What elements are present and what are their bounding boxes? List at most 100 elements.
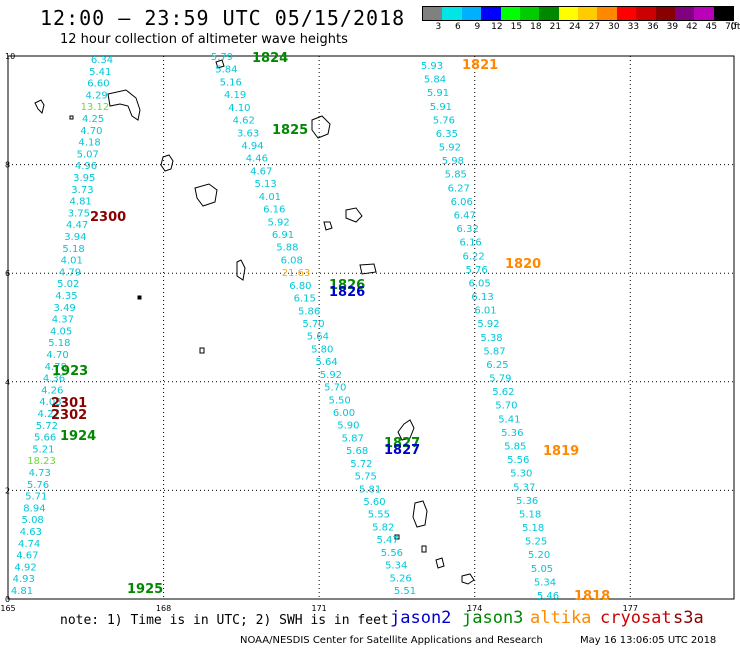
lat-tick-label: 2 (5, 486, 10, 495)
wave-height-value: 5.21 (32, 444, 54, 455)
pass-time-label: 1924 (60, 429, 96, 444)
lat-tick-label: 6 (5, 269, 10, 278)
wave-height-value: 5.64 (315, 357, 337, 368)
lon-tick-label: 168 (156, 604, 171, 613)
legend-swatch (500, 7, 520, 20)
wave-height-value: 3.95 (73, 173, 95, 184)
lat-tick-label: 0 (5, 595, 10, 604)
pass-time-label: 1827 (384, 443, 420, 458)
wave-height-value: 5.07 (77, 149, 99, 160)
wave-height-value: 4.25 (82, 114, 104, 125)
wave-height-value: 6.34 (91, 55, 113, 66)
legend-label: 45 (705, 22, 718, 32)
wave-height-value: 5.20 (528, 550, 550, 561)
wave-height-value: 4.79 (59, 267, 81, 278)
wave-height-value: 5.47 (376, 535, 398, 546)
islands (34, 59, 475, 585)
legend-label: 30 (608, 22, 620, 32)
wave-height-value: 5.93 (421, 61, 443, 72)
lon-tick-label: 177 (623, 604, 638, 613)
wave-height-value: 4.63 (20, 527, 42, 538)
wave-height-value: 5.16 (220, 77, 242, 88)
wave-height-value: 5.08 (22, 515, 44, 526)
wave-height-value: 5.62 (492, 387, 514, 398)
wave-height-value: 5.87 (342, 433, 364, 444)
wave-height-value: 8.94 (23, 503, 45, 514)
wave-height-value: 3.73 (71, 185, 93, 196)
wave-height-value: 5.50 (329, 395, 351, 406)
legend-swatch (578, 7, 598, 20)
wave-height-value: 5.25 (525, 537, 547, 548)
wave-height-value: 6.15 (294, 294, 316, 305)
wave-height-value: 4.19 (224, 90, 246, 101)
wave-height-value: 4.67 (16, 551, 38, 562)
island-outline (137, 295, 142, 300)
wave-height-value: 18.23 (27, 456, 56, 467)
pass-time-label: 1827 (384, 436, 420, 451)
pass-time-label: 1820 (505, 257, 541, 272)
wave-height-value: 4.05 (50, 326, 72, 337)
wave-height-value: 5.66 (34, 433, 56, 444)
footnote: note: 1) Time is in UTC; 2) SWH is in fe… (60, 613, 389, 628)
wave-height-value: 3.49 (54, 303, 76, 314)
island-outline (359, 263, 377, 275)
wave-height-value: 13.12 (81, 102, 110, 113)
pass-time-label: 1826 (329, 278, 365, 293)
wave-height-value: 4.46 (246, 154, 268, 165)
legend-swatch (539, 7, 559, 20)
timestamp: May 16 13:06:05 UTC 2018 (580, 635, 717, 646)
wave-height-value: 4.35 (55, 291, 77, 302)
wave-height-value: 4.03 (39, 397, 61, 408)
legend-label: 42 (686, 22, 698, 32)
legend-swatch (481, 7, 501, 20)
wave-height-value: 5.86 (298, 306, 320, 317)
wave-height-value: 4.26 (41, 385, 63, 396)
legend-unit: (ft) (730, 22, 740, 32)
island-outline (215, 59, 225, 69)
wave-height-value: 5.79 (489, 374, 511, 385)
wave-height-value: 4.18 (78, 138, 100, 149)
legend-label: 12 (491, 22, 503, 32)
wave-height-value: 5.68 (346, 446, 368, 457)
legend-swatches (422, 6, 734, 21)
wave-height-value: 5.75 (355, 472, 377, 483)
island-outline (34, 99, 45, 114)
lon-tick-label: 174 (467, 604, 482, 613)
legend-label: 9 (474, 22, 481, 32)
wave-height-value: 5.72 (350, 459, 372, 470)
wave-height-value: 4.29 (86, 90, 108, 101)
legend-swatch (442, 7, 462, 20)
wave-height-value: 4.93 (13, 574, 35, 585)
wave-height-value: 5.36 (516, 496, 538, 507)
wave-height-value: 5.79 (211, 52, 233, 63)
wave-height-value: 3.94 (64, 232, 86, 243)
wave-height-value: 5.81 (359, 484, 381, 495)
island-outline (345, 207, 363, 223)
wave-height-value: 4.47 (66, 220, 88, 231)
island-outline (394, 534, 400, 540)
pass-time-label: 1818 (574, 589, 610, 604)
pass-time-label: 2302 (51, 408, 87, 423)
island-outline (412, 500, 428, 528)
wave-height-value: 4.74 (18, 539, 40, 550)
wave-height-value: 5.18 (48, 338, 70, 349)
wave-height-value: 4.96 (75, 161, 97, 172)
track-west: 6.345.416.604.2913.124.254.704.185.074.9… (11, 55, 113, 597)
map-frame (7, 55, 735, 600)
pass-time-label: 2300 (90, 210, 126, 225)
legend-swatch (694, 7, 714, 20)
legend-swatch (674, 7, 695, 20)
wave-height-value: 5.36 (501, 428, 523, 439)
wave-height-value: 5.13 (254, 179, 276, 190)
wave-height-value: 5.85 (445, 170, 467, 181)
pass-time-label: 1826 (329, 285, 365, 300)
wave-height-value: 5.64 (307, 332, 329, 343)
wave-height-value: 6.00 (333, 408, 355, 419)
wave-height-value: 5.76 (27, 480, 49, 491)
legend-swatch (636, 7, 656, 20)
wave-height-value: 5.82 (372, 522, 394, 533)
island-outline (236, 259, 246, 281)
legend-label: 3 (435, 22, 442, 32)
wave-height-value: 4.78 (45, 362, 67, 373)
